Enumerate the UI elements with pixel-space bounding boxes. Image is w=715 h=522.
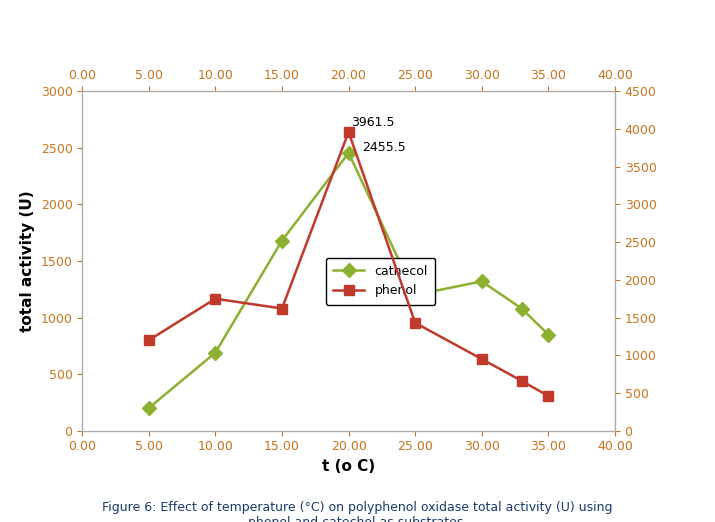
cathecol xyxy=(478,278,486,284)
phenol xyxy=(544,393,553,399)
cathecol xyxy=(144,405,153,411)
Legend: cathecol, phenol: cathecol, phenol xyxy=(326,258,435,305)
Text: 3961.5: 3961.5 xyxy=(351,116,395,129)
Line: phenol: phenol xyxy=(144,127,553,401)
cathecol xyxy=(411,292,420,298)
Line: cathecol: cathecol xyxy=(144,148,553,413)
cathecol xyxy=(544,331,553,338)
phenol xyxy=(277,305,286,312)
phenol xyxy=(478,356,486,362)
Y-axis label: total activity (U): total activity (U) xyxy=(20,190,35,332)
cathecol xyxy=(211,350,220,356)
Text: Figure 6: Effect of temperature (°C) on polyphenol oxidase total activity (U) us: Figure 6: Effect of temperature (°C) on … xyxy=(102,501,613,522)
phenol xyxy=(411,319,420,326)
cathecol xyxy=(518,305,526,312)
cathecol xyxy=(277,238,286,244)
Text: 2455.5: 2455.5 xyxy=(362,140,405,153)
phenol xyxy=(144,337,153,343)
phenol xyxy=(211,295,220,302)
X-axis label: t (o C): t (o C) xyxy=(322,459,375,474)
phenol xyxy=(518,378,526,384)
phenol xyxy=(344,129,352,135)
cathecol xyxy=(344,150,352,156)
